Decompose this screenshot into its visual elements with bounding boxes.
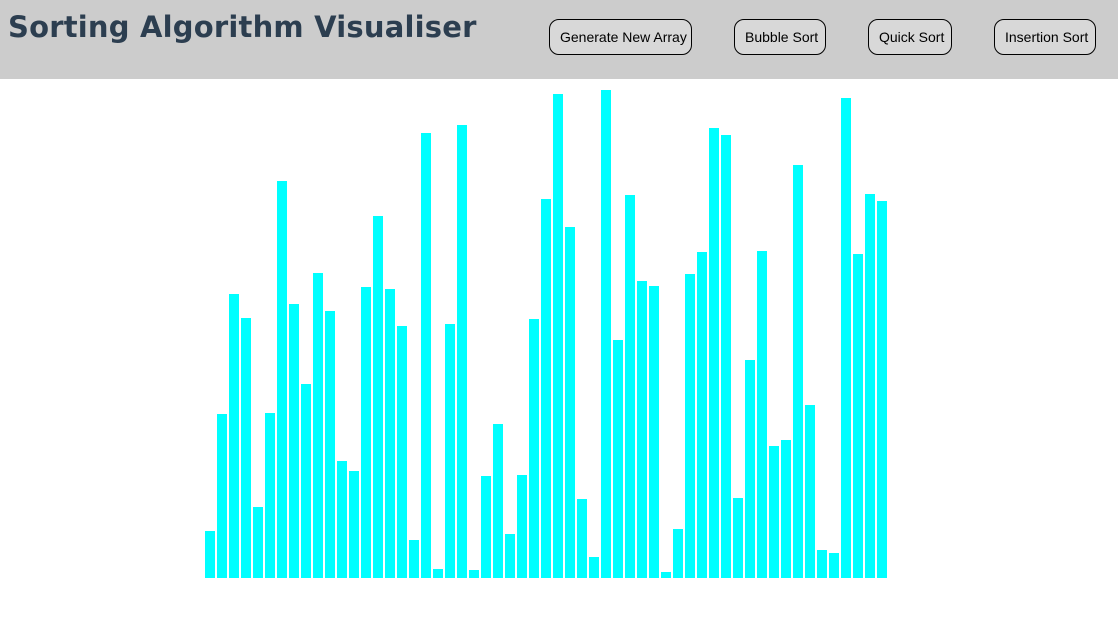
top-bar: Sorting Algorithm Visualiser Generate Ne… xyxy=(0,0,1118,79)
array-bar xyxy=(577,499,587,578)
array-bar xyxy=(349,471,359,578)
array-bar xyxy=(277,181,287,578)
array-bar xyxy=(241,318,251,578)
array-bar xyxy=(325,311,335,578)
array-bar xyxy=(781,440,791,578)
array-bar xyxy=(565,227,575,578)
array-bar xyxy=(673,529,683,578)
array-bar xyxy=(313,273,323,578)
array-bar xyxy=(385,289,395,578)
array-bar xyxy=(757,251,767,578)
array-bar xyxy=(853,254,863,578)
array-bar xyxy=(805,405,815,578)
array-bar xyxy=(457,125,467,578)
array-bar xyxy=(625,195,635,578)
array-bar xyxy=(769,446,779,578)
page-title: Sorting Algorithm Visualiser xyxy=(8,10,477,44)
array-bar xyxy=(505,534,515,578)
array-bar xyxy=(649,286,659,578)
array-bar xyxy=(433,569,443,578)
array-bar xyxy=(229,294,239,578)
array-bar xyxy=(661,572,671,578)
array-bar xyxy=(265,413,275,578)
array-bar xyxy=(697,252,707,578)
array-bar xyxy=(337,461,347,578)
array-bar xyxy=(469,570,479,578)
array-bar xyxy=(877,201,887,578)
insertion-sort-button[interactable]: Insertion Sort xyxy=(994,19,1096,55)
array-bar xyxy=(397,326,407,578)
array-bar xyxy=(421,133,431,578)
array-bar xyxy=(637,281,647,578)
array-bar xyxy=(301,384,311,578)
array-bar xyxy=(541,199,551,578)
array-bar xyxy=(709,128,719,578)
array-bar xyxy=(745,360,755,578)
array-bar xyxy=(517,475,527,578)
array-bar xyxy=(361,287,371,578)
array-bar xyxy=(253,507,263,578)
array-bar xyxy=(865,194,875,578)
array-bar xyxy=(289,304,299,578)
array-bar xyxy=(481,476,491,578)
array-bar xyxy=(445,324,455,578)
generate-new-array-button[interactable]: Generate New Array xyxy=(549,19,692,55)
quick-sort-button[interactable]: Quick Sort xyxy=(868,19,952,55)
bubble-sort-button[interactable]: Bubble Sort xyxy=(734,19,826,55)
array-bar xyxy=(205,531,215,578)
array-bar xyxy=(841,98,851,578)
array-bar xyxy=(553,94,563,578)
array-bar xyxy=(589,557,599,578)
array-bar xyxy=(529,319,539,578)
array-bar xyxy=(829,553,839,578)
array-bar xyxy=(601,90,611,578)
array-bar xyxy=(373,216,383,578)
array-bar xyxy=(817,550,827,578)
array-bar xyxy=(409,540,419,578)
array-bar xyxy=(685,274,695,578)
array-bar xyxy=(217,414,227,578)
array-bar xyxy=(613,340,623,578)
array-bar xyxy=(721,135,731,578)
array-bar xyxy=(793,165,803,578)
array-bar xyxy=(493,424,503,578)
array-bar xyxy=(733,498,743,578)
